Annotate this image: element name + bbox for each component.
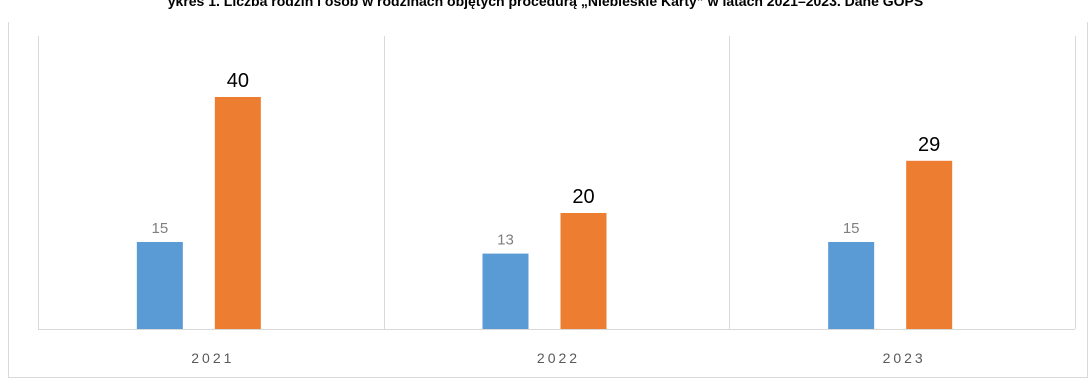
bar-2022-series-1	[482, 253, 529, 329]
x-tick-label-2022: 2022	[537, 350, 580, 366]
data-label-2021-series-2: 40	[227, 70, 249, 92]
chart-caption: ykres 1. Liczba rodzin i osób w rodzinac…	[167, 0, 924, 9]
x-tick-label-2023: 2023	[883, 350, 926, 366]
data-label-2022-series-2: 20	[572, 186, 594, 208]
data-label-2021-series-1: 15	[151, 220, 168, 237]
bar-2022-series-2	[560, 213, 607, 329]
bar-2023-series-2	[906, 160, 953, 329]
bar-2021-series-2	[214, 97, 261, 329]
bar-2021-series-1	[136, 242, 183, 329]
bar-2023-series-1	[828, 242, 875, 329]
x-tick-label-2021: 2021	[191, 350, 234, 366]
chart-frame	[8, 22, 1088, 378]
data-label-2023-series-2: 29	[918, 134, 940, 156]
data-label-2022-series-1: 13	[497, 232, 514, 249]
data-label-2023-series-1: 15	[843, 220, 860, 237]
